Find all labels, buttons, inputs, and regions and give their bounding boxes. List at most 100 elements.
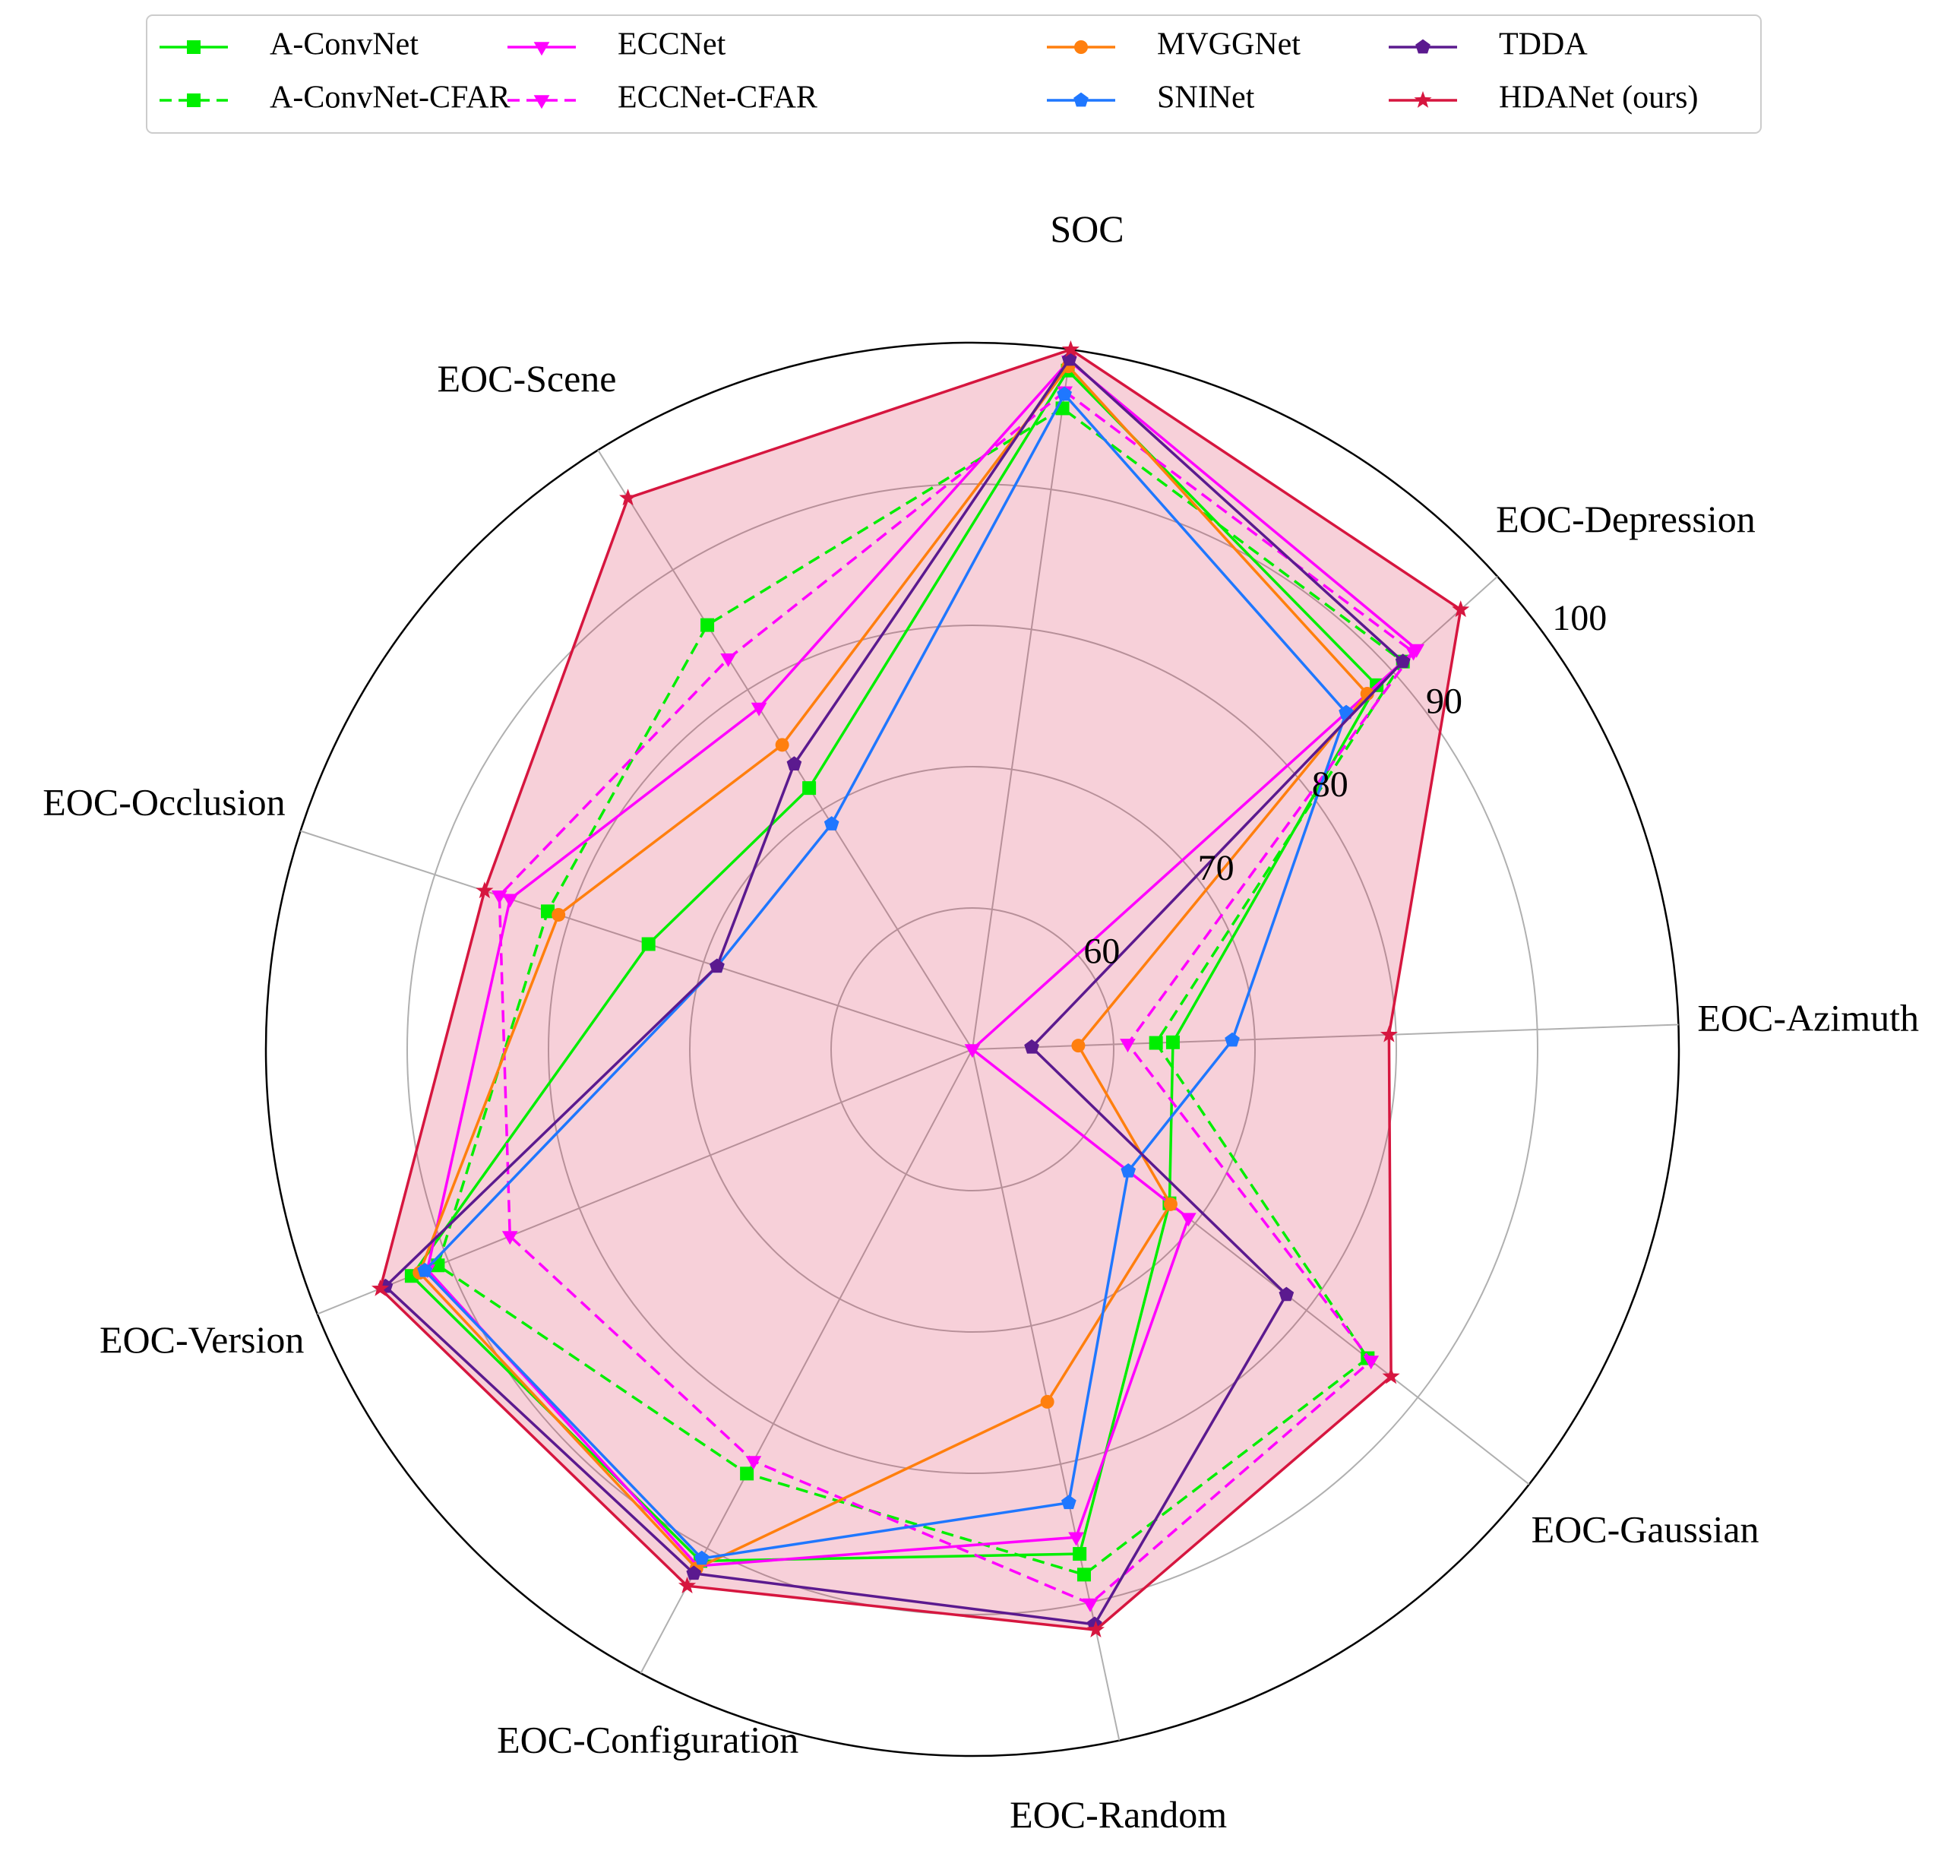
point-eccnet-eoc-scene: [751, 702, 767, 717]
legend-item-hdanet-ours: HDANet (ours): [1389, 81, 1698, 115]
fill-hdanet-ours: [380, 350, 1461, 1631]
legend-item-mvggnet: MVGGNet: [1047, 27, 1301, 62]
legend-item-sninet: SNINet: [1047, 81, 1255, 115]
point-sninet-eoc-scene: [824, 816, 839, 830]
legend-marker-eccnet-cfar: [533, 95, 550, 109]
legend-item-tdda: TDDA: [1389, 27, 1588, 62]
tick-label-80: 80: [1312, 764, 1348, 805]
axis-label-eoc-azimuth: EOC-Azimuth: [1697, 996, 1919, 1039]
point-a-convnet-eoc-random: [1073, 1547, 1087, 1561]
grid-ring-60: [830, 907, 1114, 1191]
legend-label-tdda: TDDA: [1499, 27, 1588, 62]
legend-marker-mvggnet: [1074, 40, 1088, 54]
point-tdda-eoc-depression: [1395, 653, 1411, 669]
point-hdanet-ours-eoc-version: [371, 1279, 390, 1296]
point-a-convnet-cfar-eoc-scene: [700, 618, 715, 632]
point-mvggnet-eoc-depression: [1360, 687, 1374, 701]
point-a-convnet-eoc-occlusion: [641, 937, 656, 951]
legend-label-a-convnet-cfar: A-ConvNet-CFAR: [270, 81, 511, 115]
legend-item-eccnet: ECCNet: [507, 27, 726, 62]
axis-label-soc: SOC: [1050, 207, 1124, 250]
point-tdda-eoc-configuration: [686, 1565, 702, 1580]
grid-ring-80: [548, 625, 1397, 1474]
series-eccnet-cfar: [491, 386, 1421, 1612]
axis-label-eoc-depression: EOC-Depression: [1496, 498, 1756, 540]
point-eccnet-eoc-gaussian: [1181, 1213, 1197, 1227]
point-tdda-soc: [1061, 351, 1077, 366]
point-eccnet-cfar-eoc-occlusion: [491, 890, 507, 904]
point-eccnet-cfar-eoc-gaussian: [1363, 1356, 1380, 1370]
point-hdanet-ours-eoc-scene: [619, 489, 637, 506]
series-line-eccnet: [425, 359, 1418, 1568]
grid-ring-70: [689, 766, 1256, 1333]
point-a-convnet-eoc-scene: [802, 781, 817, 796]
point-sninet-eoc-gaussian: [1121, 1163, 1136, 1178]
point-tdda-eoc-scene: [786, 756, 802, 770]
spoke-eoc-occlusion: [300, 830, 973, 1050]
point-a-convnet-cfar-eoc-random: [1076, 1568, 1091, 1582]
point-hdanet-ours-eoc-gaussian: [1382, 1367, 1400, 1384]
legend-item-a-convnet: A-ConvNet: [160, 27, 419, 62]
point-hdanet-ours-eoc-configuration: [678, 1577, 697, 1594]
point-sninet-eoc-azimuth: [1225, 1032, 1240, 1047]
legend-item-a-convnet-cfar: A-ConvNet-CFAR: [160, 81, 511, 115]
axis-label-eoc-configuration: EOC-Configuration: [497, 1718, 798, 1761]
point-tdda-eoc-gaussian: [1279, 1286, 1295, 1302]
series-line-eccnet-cfar: [498, 390, 1415, 1606]
point-eccnet-eoc-azimuth: [964, 1044, 981, 1058]
fill-layer: [380, 350, 1461, 1631]
point-mvggnet-eoc-scene: [775, 738, 789, 752]
grid-ring-90: [406, 483, 1538, 1615]
point-sninet-eoc-random: [1061, 1495, 1076, 1510]
spoke-eoc-azimuth: [972, 1023, 1679, 1050]
point-mvggnet-eoc-occlusion: [552, 907, 566, 922]
axis-label-eoc-occlusion: EOC-Occlusion: [43, 781, 285, 824]
series-line-mvggnet: [418, 365, 1369, 1570]
point-hdanet-ours-eoc-occlusion: [476, 881, 494, 899]
axis-label-layer: SOC EOC-Scene EOC-Occlusion EOC-Version EOC-…: [43, 207, 1919, 1836]
series-line-a-convnet-cfar: [436, 407, 1405, 1577]
point-mvggnet-eoc-random: [1040, 1394, 1054, 1409]
point-hdanet-ours-eoc-depression: [1452, 600, 1470, 618]
axis-label-eoc-gaussian: EOC-Gaussian: [1532, 1508, 1759, 1551]
point-sninet-eoc-version: [417, 1262, 432, 1277]
tick-label-90: 90: [1426, 681, 1462, 721]
point-tdda-eoc-azimuth: [1024, 1039, 1039, 1054]
series-layer: [371, 340, 1470, 1637]
point-eccnet-cfar-eoc-configuration: [745, 1456, 762, 1470]
series-hdanet-ours: [371, 340, 1470, 1637]
legend-label-a-convnet: A-ConvNet: [270, 27, 419, 62]
legend-marker-eccnet: [533, 42, 550, 56]
point-hdanet-ours-eoc-random: [1086, 1620, 1105, 1637]
point-sninet-soc: [1057, 386, 1072, 401]
grid-ring-100: [264, 341, 1680, 1757]
legend-label-hdanet-ours: HDANet (ours): [1499, 81, 1698, 115]
legend-label-eccnet: ECCNet: [618, 27, 726, 62]
series-line-tdda: [384, 358, 1405, 1626]
legend-marker-tdda: [1415, 39, 1430, 54]
legend-marker-a-convnet: [187, 40, 201, 54]
legend: A-ConvNet A-ConvNet-CFAR ECCNet ECCNet-CFAR…: [146, 14, 1762, 134]
series-line-a-convnet: [410, 369, 1378, 1563]
point-eccnet-eoc-random: [1068, 1532, 1084, 1546]
point-hdanet-ours-eoc-azimuth: [1380, 1025, 1398, 1042]
axis-label-eoc-scene: EOC-Scene: [437, 357, 616, 400]
tick-label-70: 70: [1198, 848, 1234, 888]
legend-marker-a-convnet-cfar: [187, 93, 201, 107]
point-eccnet-cfar-eoc-random: [1082, 1598, 1099, 1612]
point-sninet-eoc-configuration: [694, 1550, 710, 1565]
point-eccnet-cfar-eoc-depression: [1405, 647, 1421, 661]
legend-frame: [146, 14, 1762, 134]
legend-label-mvggnet: MVGGNet: [1157, 27, 1301, 62]
point-eccnet-eoc-occlusion: [502, 894, 518, 908]
point-mvggnet-eoc-gaussian: [1163, 1197, 1178, 1211]
tick-layer: 60 70 80 90 100: [1083, 598, 1607, 972]
point-mvggnet-eoc-azimuth: [1071, 1039, 1086, 1053]
point-a-convnet-cfar-eoc-occlusion: [541, 904, 555, 919]
legend-label-sninet: SNINet: [1157, 81, 1255, 115]
legend-marker-sninet: [1073, 92, 1089, 107]
point-a-convnet-cfar-eoc-azimuth: [1149, 1036, 1163, 1050]
point-a-convnet-eoc-azimuth: [1165, 1035, 1180, 1049]
tick-label-60: 60: [1083, 932, 1120, 972]
